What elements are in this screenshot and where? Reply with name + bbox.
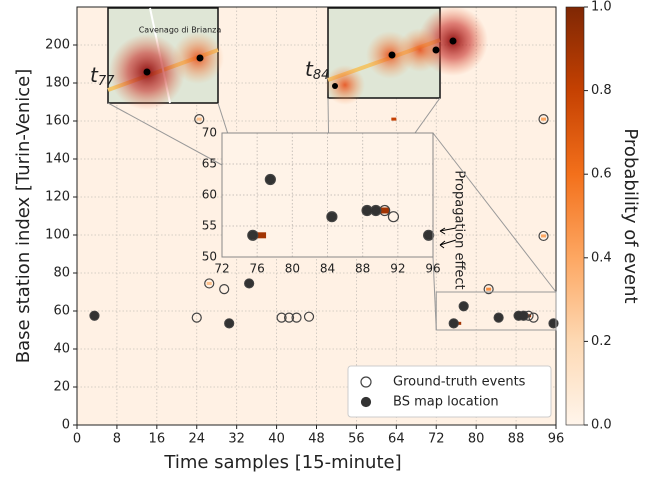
bs-location [266,176,274,184]
bs-location [425,231,433,239]
inset-x-tick-label: 80 [285,262,300,276]
bs-location [249,231,257,239]
y-tick-label: 120 [45,190,70,205]
inset-x-tick-label: 88 [355,262,370,276]
heat-cell [257,232,266,238]
colorbar [566,7,584,425]
colorbar-tick-label: 0.4 [591,250,612,265]
inset-y-tick-label: 65 [202,157,217,171]
x-tick-label: 80 [468,432,485,447]
colorbar-tick-label: 1.0 [591,0,612,15]
x-tick-label: 16 [149,432,166,447]
colorbar-tick-label: 0.8 [591,83,612,98]
colorbar-tick-label: 0.2 [591,334,612,349]
heat-cell [541,234,546,237]
x-axis-label: Time samples [15-minute] [163,452,401,473]
colorbar-tick-label: 0.6 [591,167,612,182]
map-place: Cavenago di Brianza [139,26,222,35]
inset-x-tick-label: 96 [425,262,440,276]
snapshot-map: Cavenago di Brianza [108,8,224,110]
legend-marker [362,398,371,407]
x-tick-label: 8 [113,432,121,447]
heat-cell [207,282,212,285]
bs-location [91,312,98,319]
inset-x-tick-label: 84 [320,262,335,276]
inset-y-tick-label: 60 [202,188,217,202]
y-tick-label: 200 [45,38,70,53]
colorbar-label: Probability of event [620,128,641,303]
x-tick-label: 0 [73,432,81,447]
annotation: Propagation effect [452,170,467,289]
inset-y-tick-label: 70 [202,126,217,140]
y-tick-label: 0 [62,418,70,433]
chart: Time samples [15-minute] Base station in… [0,0,656,476]
x-tick-label: 48 [308,432,325,447]
inset-x-tick-label: 76 [250,262,265,276]
heat-cell [541,118,546,121]
y-tick-label: 20 [53,380,70,395]
heat-cell [197,118,202,121]
inset-y-tick-label: 50 [202,250,217,264]
bs-location [363,207,371,215]
bs-location [450,320,457,327]
y-tick-label: 40 [53,342,70,357]
heat-cell [486,288,491,291]
x-tick-label: 88 [508,432,525,447]
inset-x-tick-label: 92 [390,262,405,276]
y-tick-label: 100 [45,228,70,243]
bs-location [246,280,253,287]
y-tick-label: 180 [45,76,70,91]
y-tick-label: 60 [53,304,70,319]
x-tick-label: 24 [188,432,205,447]
bs-location [460,303,467,310]
x-tick-label: 32 [228,432,245,447]
page: {"chart_data": { "type": "scatter", "xla… [0,0,656,480]
x-tick-label: 96 [548,432,565,447]
legend-label: BS map location [393,395,499,410]
heat-cell [380,208,389,214]
bs-location [372,207,380,215]
y-tick-label: 80 [53,266,70,281]
y-axis-label: Base station index [Turin-Venice] [13,69,34,364]
inset-y-tick-label: 55 [202,219,217,233]
x-tick-label: 72 [428,432,445,447]
x-tick-label: 64 [388,432,405,447]
bs-location [520,312,527,319]
legend-label: Ground-truth events [393,375,526,390]
y-tick-label: 140 [45,152,70,167]
inset-x-tick-label: 72 [214,262,229,276]
x-tick-label: 56 [348,432,365,447]
x-tick-label: 40 [268,432,285,447]
bs-location [226,320,233,327]
y-tick-label: 160 [45,114,70,129]
colorbar-tick-label: 0.0 [591,418,612,433]
bs-location [495,314,502,321]
bs-location [328,213,336,221]
legend: Ground-truth events BS map location [348,366,551,417]
heat-cell [391,118,396,121]
